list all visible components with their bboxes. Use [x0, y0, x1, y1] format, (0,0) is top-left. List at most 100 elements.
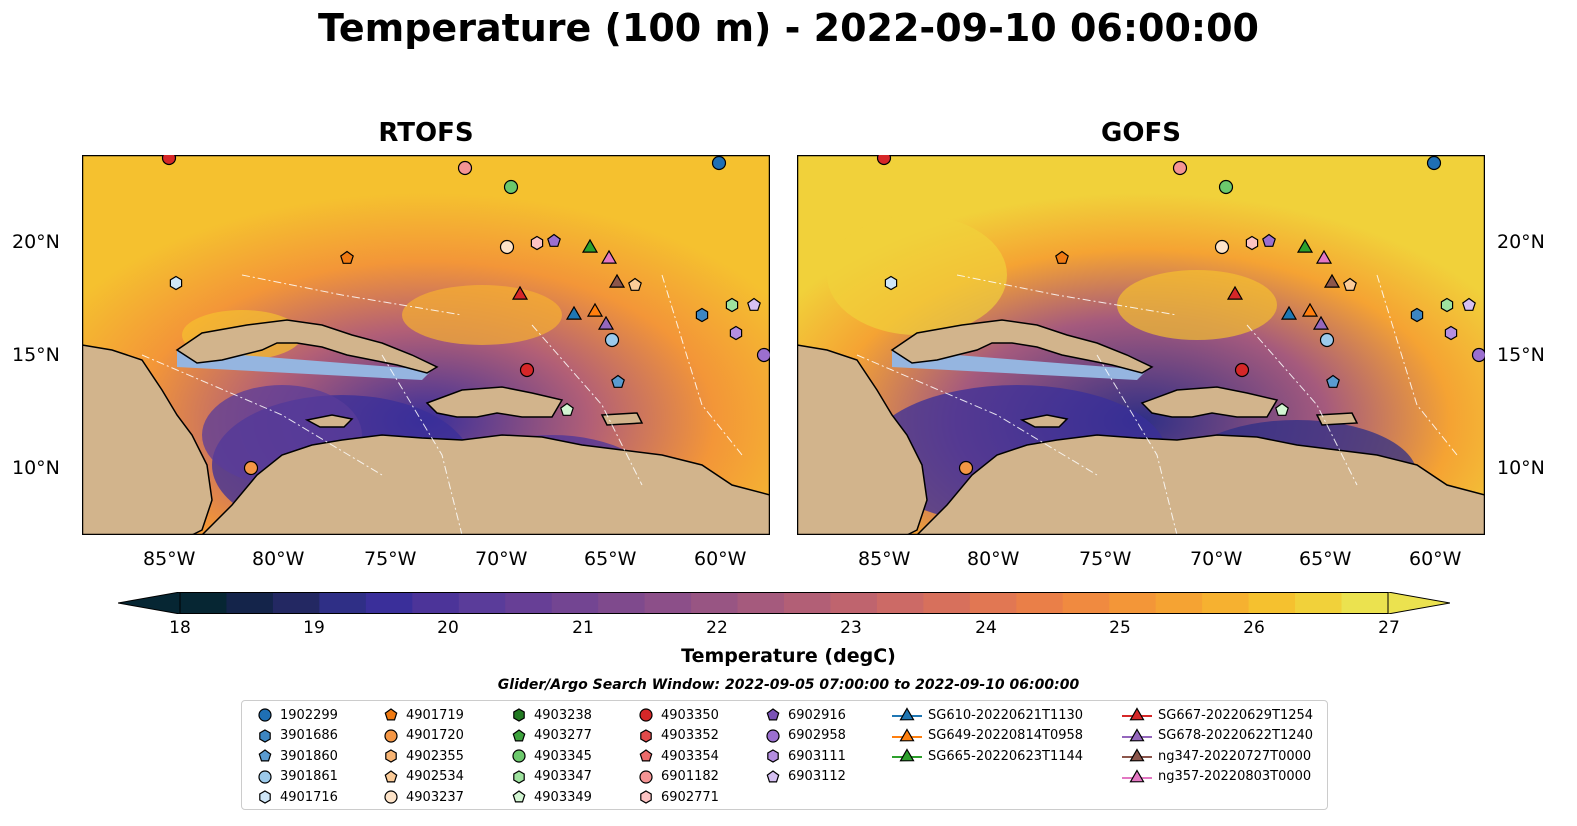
legend-item: 4903350 [637, 705, 719, 725]
legend-marker [1129, 707, 1145, 721]
lat-tick-label: 10°N [1497, 457, 1545, 479]
observation-marker [600, 249, 618, 264]
lon-tick-label: 60°W [1409, 548, 1462, 570]
observation-marker [1245, 235, 1259, 251]
legend-item: 4903347 [510, 767, 592, 787]
pentagon-marker-icon [384, 708, 398, 721]
legend-label: 3901860 [280, 748, 338, 764]
legend-marker [384, 769, 398, 782]
lon-tick-label: 85°W [143, 548, 196, 570]
legend-label: 3901861 [280, 769, 338, 784]
legend-marker [899, 748, 915, 762]
colorbar-segment [365, 592, 413, 614]
legend-label: 6902916 [788, 707, 846, 723]
eez-boundary [1096, 354, 1178, 535]
legend-item: SG649-20220814T0958 [892, 726, 1083, 746]
land-mass [797, 344, 928, 535]
observation-marker [1214, 239, 1230, 255]
legend-label: 4901719 [406, 707, 464, 723]
legend-marker [259, 790, 271, 804]
observation-marker [1172, 160, 1188, 176]
eez-boundary [1376, 274, 1458, 456]
observation-marker [243, 460, 259, 476]
observation-marker [1471, 347, 1485, 363]
legend-item: 4902355 [382, 746, 464, 766]
eez-boundary [956, 274, 1178, 316]
legend-label: 6901182 [661, 769, 719, 784]
pentagon-marker-icon [512, 728, 526, 741]
eez-boundary [661, 274, 743, 456]
observation-marker [958, 460, 974, 476]
legend-label: 4903350 [661, 707, 719, 723]
observation-marker [1319, 332, 1335, 348]
circle-marker-icon [512, 749, 526, 763]
legend-label: 4903277 [534, 728, 592, 743]
legend-marker [512, 790, 526, 803]
observation-marker [340, 250, 354, 264]
legend-marker [640, 728, 652, 743]
observation-marker [565, 305, 583, 320]
observation-marker [511, 285, 529, 300]
observation-marker [1462, 297, 1476, 311]
temperature-patch [402, 285, 562, 345]
triangle-marker-icon [1122, 707, 1152, 721]
hexagon-marker-icon [767, 749, 779, 763]
observation-marker [695, 307, 709, 323]
legend-label: 6903112 [788, 769, 846, 784]
legend-item: 4903237 [382, 787, 464, 807]
legend-marker [639, 749, 653, 762]
legend-marker [384, 790, 398, 804]
pentagon-marker-icon [766, 769, 780, 782]
legend-label: 4902534 [406, 769, 464, 784]
land-mass [425, 386, 564, 418]
hexagon-marker-icon [259, 790, 271, 804]
observation-marker [1275, 402, 1289, 416]
legend-item: SG667-20220629T1254 [1122, 705, 1313, 725]
legend-label: SG649-20220814T0958 [928, 728, 1084, 743]
legend-label: 6903111 [788, 748, 846, 764]
legend-label: 3901686 [280, 728, 338, 743]
observation-marker [729, 325, 743, 341]
legend-marker [639, 708, 653, 722]
lat-tick-label: 10°N [12, 457, 60, 479]
legend-label: 4903352 [661, 728, 719, 743]
lon-tick-label: 75°W [1079, 548, 1132, 570]
lon-tick-label: 80°W [252, 548, 305, 570]
observation-marker [1440, 297, 1454, 313]
eez-boundary [531, 324, 643, 486]
observation-marker [547, 233, 561, 247]
colorbar-tick-label: 18 [169, 618, 191, 638]
observation-marker [1343, 277, 1357, 291]
legend-label: 4903238 [534, 707, 592, 723]
colorbar-segment [830, 592, 878, 614]
colorbar-segment [505, 592, 553, 614]
observation-marker [1426, 155, 1442, 171]
shelf-region [177, 350, 432, 380]
legend-label: 4903345 [534, 748, 592, 764]
panel-title-rtofs: RTOFS [378, 118, 474, 148]
lon-tick-label: 65°W [1299, 548, 1352, 570]
land-mass [1019, 414, 1069, 428]
lat-tick-label: 20°N [12, 231, 60, 253]
observation-marker [747, 297, 761, 311]
legend-item: 4901720 [382, 726, 464, 746]
eez-boundary [381, 354, 463, 535]
colorbar-segment [1016, 592, 1064, 614]
legend-item: 6903112 [764, 767, 846, 787]
lat-tick-label: 15°N [12, 344, 60, 366]
observation-marker [1055, 250, 1069, 264]
pentagon-marker-icon [639, 749, 653, 762]
colorbar-segment [784, 592, 832, 614]
triangle-marker-icon [892, 727, 922, 741]
colorbar-segment [1202, 592, 1250, 614]
colorbar [117, 591, 1451, 615]
triangle-marker-icon [892, 707, 922, 721]
observation-marker [161, 155, 177, 166]
observation-marker [1262, 233, 1276, 247]
triangle-marker-icon [1122, 748, 1152, 762]
legend-marker [766, 769, 780, 782]
colorbar-tick-label: 27 [1378, 618, 1400, 638]
observation-marker [530, 235, 544, 251]
legend-label: 4901720 [406, 728, 464, 743]
legend-item: ng357-20220803T0000 [1122, 767, 1311, 787]
